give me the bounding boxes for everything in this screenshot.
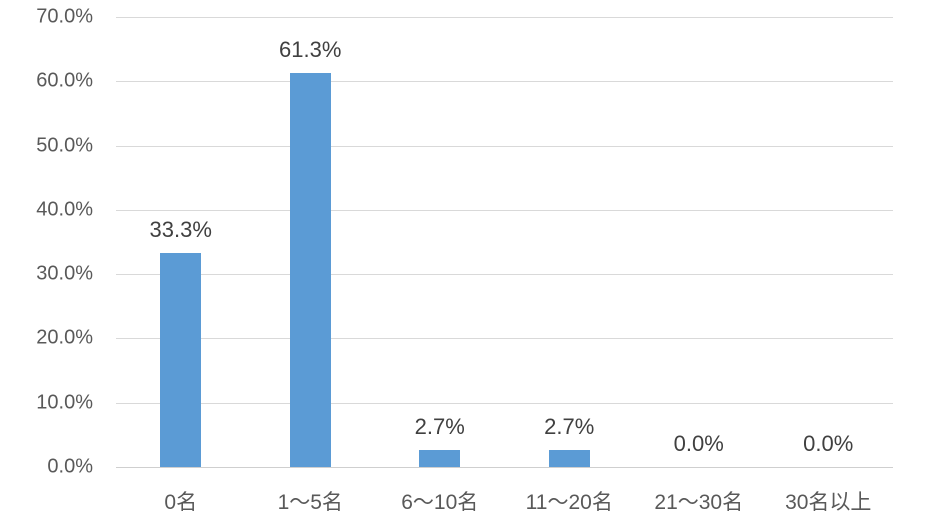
- bar-column: 2.7%: [375, 17, 505, 467]
- x-category-label: 30名以上: [785, 491, 872, 514]
- bar-data-label: 2.7%: [414, 414, 465, 439]
- gridline: [116, 274, 893, 276]
- y-tick-label: 70.0%: [36, 5, 93, 28]
- x-category-label: 0名: [164, 491, 198, 514]
- plot-area: 33.3% 61.3% 2.7% 2.7% 0.0% 0.0%: [116, 17, 893, 468]
- gridline: [116, 338, 893, 340]
- gridline: [116, 145, 893, 147]
- gridline: [116, 402, 893, 404]
- gridline: [116, 81, 893, 83]
- x-category-label: 6～10名: [401, 491, 479, 514]
- bar-column: 0.0%: [634, 17, 764, 467]
- y-tick-label: 40.0%: [36, 198, 93, 221]
- gridline: [116, 17, 893, 18]
- y-tick-label: 0.0%: [47, 455, 93, 478]
- bar-data-label: 33.3%: [149, 217, 212, 242]
- x-category-label: 21～30名: [654, 491, 744, 514]
- y-tick-label: 30.0%: [36, 262, 93, 285]
- bar-data-label: 2.7%: [544, 414, 595, 439]
- bar: [548, 450, 590, 467]
- x-category-label: 11～20名: [525, 491, 613, 514]
- bar-data-label: 61.3%: [279, 37, 342, 62]
- bar-data-label: 0.0%: [673, 431, 724, 456]
- bar-column: 33.3%: [116, 17, 246, 467]
- y-axis: 70.0% 60.0% 50.0% 40.0% 30.0% 20.0% 10.0% 0.0%: [0, 6, 116, 478]
- y-tick-label: 50.0%: [36, 134, 93, 157]
- bar-column: 2.7%: [505, 17, 635, 467]
- bar-column: 61.3%: [246, 17, 376, 467]
- y-tick-label: 20.0%: [36, 326, 93, 349]
- bar: [160, 253, 202, 467]
- bar: [419, 450, 461, 467]
- bar: [289, 73, 331, 467]
- y-tick-label: 60.0%: [36, 69, 93, 92]
- x-axis: 0名 1～5名 6～10名 11～20名 21～30名 30名以上: [116, 486, 893, 516]
- x-category-label: 1～5名: [277, 491, 343, 514]
- gridline: [116, 209, 893, 211]
- y-tick-label: 10.0%: [36, 391, 93, 414]
- bar-column: 0.0%: [764, 17, 894, 467]
- bar-data-label: 0.0%: [803, 431, 854, 456]
